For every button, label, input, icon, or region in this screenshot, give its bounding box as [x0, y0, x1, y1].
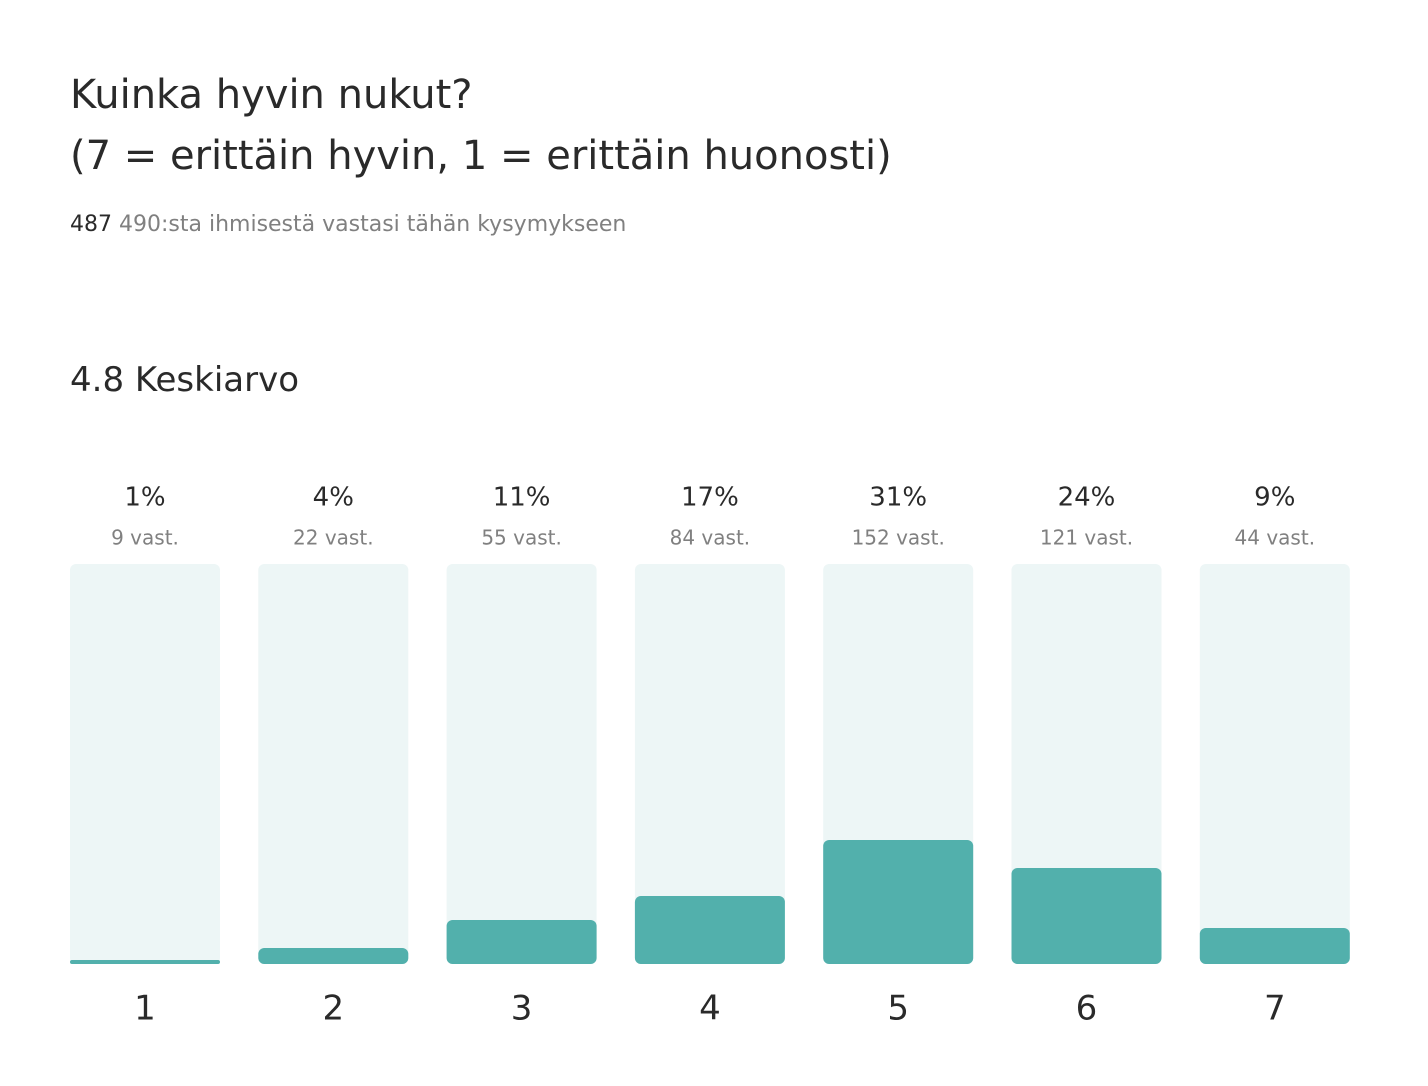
subtitle: (7 = erittäin hyvin, 1 = erittäin huonos… [70, 133, 892, 179]
x-tick-label: 3 [511, 989, 533, 1029]
bar-track [446, 564, 597, 964]
count-label: 84 vast. [670, 526, 751, 550]
bar-track [258, 564, 409, 964]
bar [1199, 928, 1350, 964]
respondents-text: 490:sta ihmisestä vastasi tähän kysymyks… [119, 212, 626, 237]
bar [258, 948, 409, 964]
value-label: 17% [681, 483, 739, 513]
bar-track [1199, 564, 1350, 964]
value-label: 4% [313, 483, 354, 513]
title: Kuinka hyvin nukut? [70, 72, 473, 118]
count-label: 44 vast. [1235, 526, 1316, 550]
count-label: 22 vast. [293, 526, 374, 550]
count-label: 121 vast. [1040, 526, 1133, 550]
count-label: 55 vast. [481, 526, 562, 550]
x-tick-label: 1 [134, 989, 156, 1029]
x-tick-label: 7 [1264, 989, 1286, 1029]
bar [446, 920, 597, 964]
x-tick-label: 6 [1076, 989, 1098, 1029]
x-tick-label: 2 [322, 989, 344, 1029]
bar [1011, 868, 1162, 964]
average-line: 4.8 Keskiarvo [70, 360, 299, 400]
bar-track [70, 564, 220, 964]
average: 4.8 [70, 360, 124, 400]
value-label: 1% [124, 483, 165, 513]
value-label: 31% [869, 483, 927, 513]
respondents: 487 [70, 212, 112, 237]
value-label: 11% [493, 483, 551, 513]
value-label: 9% [1254, 483, 1295, 513]
bar [823, 840, 974, 964]
bar [634, 896, 785, 964]
count-label: 152 vast. [852, 526, 945, 550]
bar-track [634, 564, 785, 964]
bar-track [1011, 564, 1162, 964]
bar [70, 960, 220, 964]
x-tick-label: 5 [887, 989, 909, 1029]
count-label: 9 vast. [111, 526, 179, 550]
average-label: Keskiarvo [135, 360, 299, 400]
x-tick-label: 4 [699, 989, 721, 1029]
value-label: 24% [1058, 483, 1116, 513]
response-summary: 487 490:sta ihmisestä vastasi tähän kysy… [70, 212, 626, 237]
